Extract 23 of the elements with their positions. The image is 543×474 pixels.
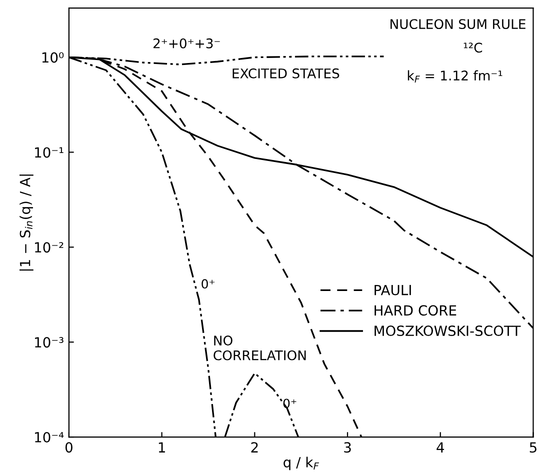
x-tick-label: 3 — [344, 442, 351, 453]
y-tick-label: 10⁰ — [42, 52, 64, 63]
annotation: k$_{F}$ = 1.12 fm⁻¹ — [408, 70, 502, 82]
annotation: NUCLEON SUM RULE — [390, 19, 526, 30]
legend-label: MOSZKOWSKI-SCOTT — [374, 326, 521, 336]
annotation: NO CORRELATION — [214, 336, 306, 360]
x-axis-title: q / k$_{F}$ — [284, 456, 320, 470]
annotation: EXCITED STATES — [232, 68, 340, 78]
x-tick-label: 5 — [530, 442, 536, 453]
annotation: 0⁺ — [202, 279, 215, 289]
y-axis-title: |1 − S$_{in}$(q) / A| — [20, 174, 34, 271]
x-tick-label: 2 — [251, 442, 258, 452]
y-tick-label: 10⁻⁴ — [35, 432, 64, 442]
annotation: 2⁺+0⁺+3⁻ — [153, 38, 220, 48]
legend-label: HARD CORE — [374, 305, 456, 316]
annotation: ¹²C — [464, 42, 482, 53]
y-tick-label: 10⁻² — [35, 242, 64, 253]
x-tick-label: 1 — [158, 442, 165, 452]
x-tick-label: 0 — [65, 442, 72, 453]
y-tick-label: 10⁻¹ — [35, 147, 64, 158]
x-tick-label: 4 — [436, 442, 444, 452]
legend-label: PAULI — [374, 284, 411, 296]
y-tick-label: 10⁻³ — [35, 337, 64, 348]
